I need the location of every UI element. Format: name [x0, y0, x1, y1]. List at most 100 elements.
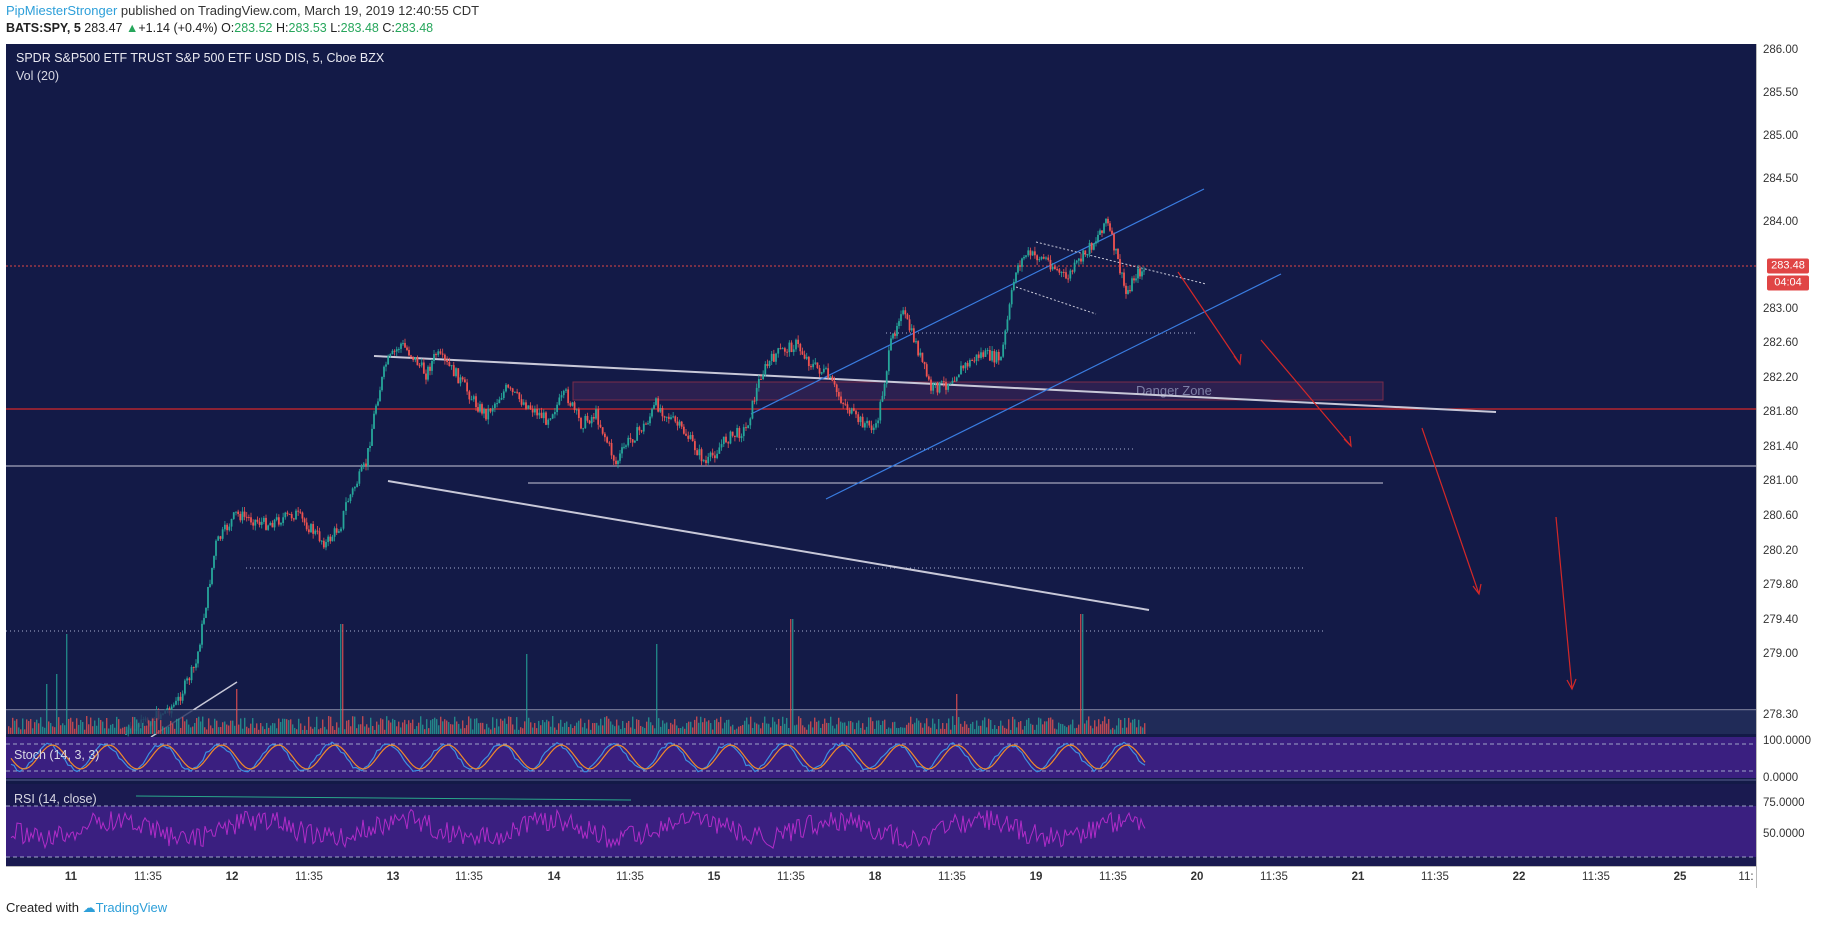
volume-bar [1134, 718, 1136, 734]
volume-bar [1080, 614, 1082, 734]
candle-body [936, 382, 939, 393]
volume-bar [952, 716, 954, 734]
volume-bar [1058, 722, 1060, 734]
flag-upper[interactable] [1035, 241, 1207, 285]
time-tick: 12 [225, 871, 239, 883]
candle-body [707, 456, 710, 464]
volume-bar [1144, 723, 1146, 734]
volume-bar [458, 723, 460, 734]
candle-body [586, 415, 589, 421]
time-tick: 11 [64, 871, 78, 883]
volume-bar [270, 725, 272, 734]
candle-body [980, 352, 982, 358]
arrow-2[interactable] [1260, 339, 1352, 447]
volume-bar [734, 729, 736, 734]
candle-body [241, 511, 244, 521]
candle-body [906, 314, 909, 320]
candle-body [927, 376, 930, 380]
candle-body [653, 405, 655, 409]
candle-body [179, 696, 182, 701]
volume-bar [632, 716, 634, 734]
candle-body [1090, 242, 1093, 250]
candle-body [410, 355, 412, 357]
volume-bar [1020, 721, 1022, 734]
volume-bar [20, 729, 22, 734]
volume-bar [150, 721, 152, 734]
price-axis[interactable]: 286.00 285.50 285.00 284.50 284.00 283.0… [1756, 44, 1823, 888]
tradingview-link[interactable]: TradingView [95, 900, 168, 915]
volume-bar [288, 720, 290, 734]
volume-bar [334, 729, 336, 734]
flag-lower[interactable] [1015, 286, 1097, 315]
candle-body [385, 364, 387, 367]
volume-bar [364, 726, 366, 734]
volume-bar [492, 717, 494, 734]
danger-zone-box[interactable] [572, 381, 1384, 401]
time-tick: 18 [868, 871, 882, 883]
candle-body [472, 396, 475, 400]
author-link[interactable]: PipMiesterStronger [6, 3, 118, 18]
candle-body [691, 435, 694, 442]
arrow-3[interactable] [1421, 427, 1480, 595]
volume-bar [76, 718, 78, 734]
volume-bar [908, 722, 910, 734]
volume-bar [518, 729, 520, 734]
volume-bar [208, 718, 210, 734]
candle-body [595, 409, 597, 419]
candle-body [866, 420, 869, 424]
candle-body [772, 353, 775, 362]
volume-bar [436, 719, 438, 734]
candle-body [383, 366, 385, 377]
volume-bar [304, 725, 306, 734]
volume-bar [80, 719, 82, 734]
candle-body [439, 351, 442, 354]
volume-bar [988, 718, 990, 734]
candle-body [892, 333, 894, 339]
candle-body [582, 428, 585, 430]
volume-bar [486, 723, 488, 734]
candle-body [520, 399, 523, 405]
candle-body [868, 420, 871, 426]
channel-upper[interactable] [750, 188, 1205, 415]
volume-bar [118, 719, 120, 734]
candle-body [753, 400, 756, 402]
volume-bar [372, 725, 374, 734]
candle-body [217, 536, 220, 541]
candle-body [932, 383, 935, 391]
rsi-band [6, 806, 1756, 857]
volume-bar [1138, 719, 1140, 734]
candle-body [661, 407, 664, 417]
volume-bar [926, 718, 928, 734]
candle-body [1117, 248, 1119, 260]
candle-body [505, 384, 507, 392]
chart-canvas[interactable]: Danger Zone [6, 44, 1756, 888]
volume-bar [1052, 719, 1054, 734]
arrow-4[interactable] [1555, 516, 1573, 690]
arrow-1[interactable] [1177, 271, 1241, 365]
volume-bar [892, 722, 894, 734]
volume-bar [128, 724, 130, 734]
candle-body [645, 423, 647, 425]
volume-bar [1006, 728, 1008, 734]
candle-body [402, 343, 404, 345]
time-axis[interactable]: 11 11:35 12 11:35 13 11:35 14 11:35 15 1… [6, 866, 1756, 889]
rsi-trendline[interactable] [135, 795, 632, 801]
volume-bar [552, 716, 554, 734]
candle-body [567, 389, 570, 404]
rsi-tick: 75.0000 [1763, 797, 1805, 809]
volume-bar [384, 729, 386, 734]
volume-bar [380, 718, 382, 734]
volume-bar [1108, 719, 1110, 734]
trendline-lower[interactable] [387, 480, 1150, 611]
chart-pane[interactable]: Danger Zone [6, 44, 1756, 888]
volume-bar [292, 724, 294, 734]
close-value: 283.48 [394, 21, 434, 35]
volume-bar [32, 728, 34, 734]
volume-bar [480, 722, 482, 734]
volume-bar [268, 727, 270, 734]
volume-bar [488, 727, 490, 734]
candle-body [207, 586, 209, 608]
volume-bar [818, 720, 820, 734]
candle-body [1053, 266, 1056, 270]
candle-body [1036, 255, 1039, 261]
